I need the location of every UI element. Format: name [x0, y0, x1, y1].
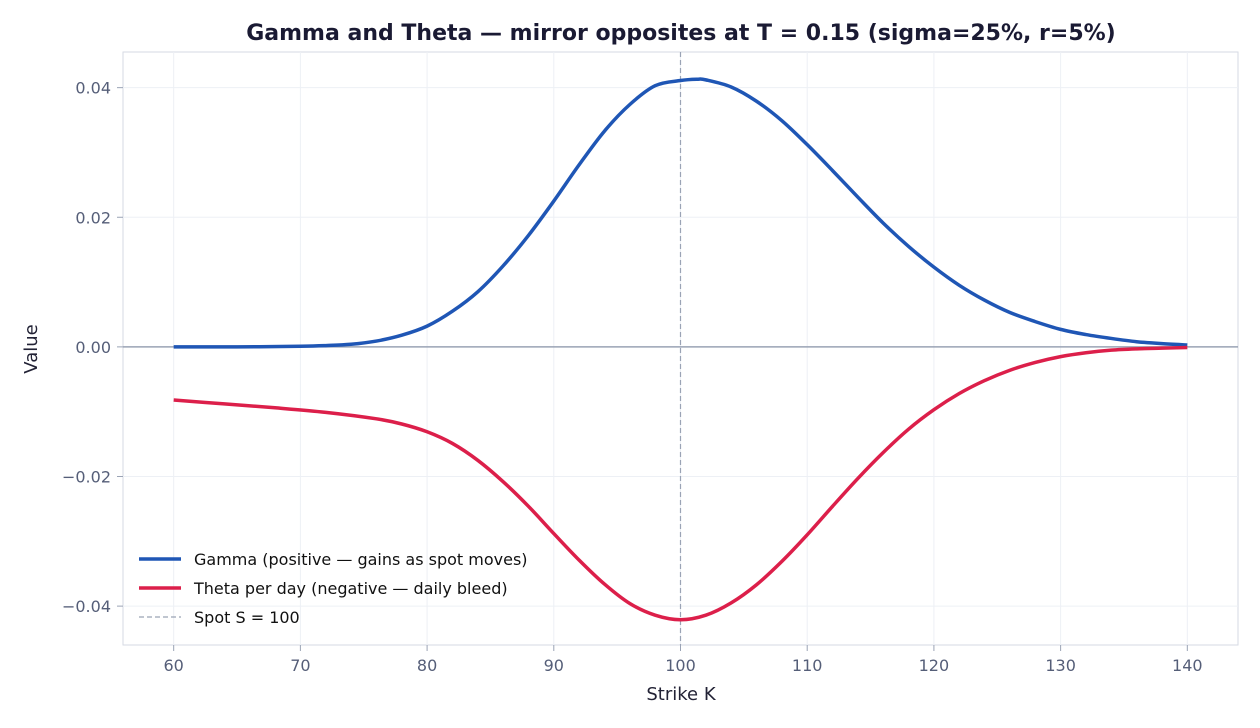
x-axis-label: Strike K — [646, 684, 716, 705]
x-tick-label: 130 — [1045, 656, 1076, 675]
y-tick-label: −0.04 — [62, 597, 111, 616]
x-tick-label: 120 — [919, 656, 950, 675]
x-tick-label: 140 — [1172, 656, 1203, 675]
y-axis-ticks: 0.04 0.02 0.00 −0.02 −0.04 — [62, 79, 123, 616]
theta-line — [173, 345, 1188, 622]
y-tick-label: −0.02 — [62, 467, 111, 486]
y-tick-label: 0.00 — [75, 338, 111, 357]
x-tick-label: 70 — [290, 656, 310, 675]
x-tick-label: 100 — [665, 656, 696, 675]
gamma-line — [173, 77, 1188, 349]
y-tick-label: 0.04 — [75, 79, 111, 98]
y-axis-label: Value — [21, 324, 42, 373]
legend-label-theta: Theta per day (negative — daily bleed) — [193, 579, 508, 598]
x-tick-label: 90 — [544, 656, 564, 675]
x-tick-label: 80 — [417, 656, 437, 675]
y-tick-label: 0.02 — [75, 208, 111, 227]
legend: Gamma (positive — gains as spot moves) T… — [139, 550, 528, 627]
x-tick-label: 60 — [164, 656, 184, 675]
legend-label-gamma: Gamma (positive — gains as spot moves) — [194, 550, 528, 569]
x-axis-ticks: 60 70 80 90 100 110 120 130 140 — [164, 645, 1203, 675]
chart-title: Gamma and Theta — mirror opposites at T … — [246, 21, 1116, 46]
x-tick-label: 110 — [792, 656, 823, 675]
legend-label-spot: Spot S = 100 — [194, 608, 300, 627]
plot-area — [122, 51, 1239, 646]
